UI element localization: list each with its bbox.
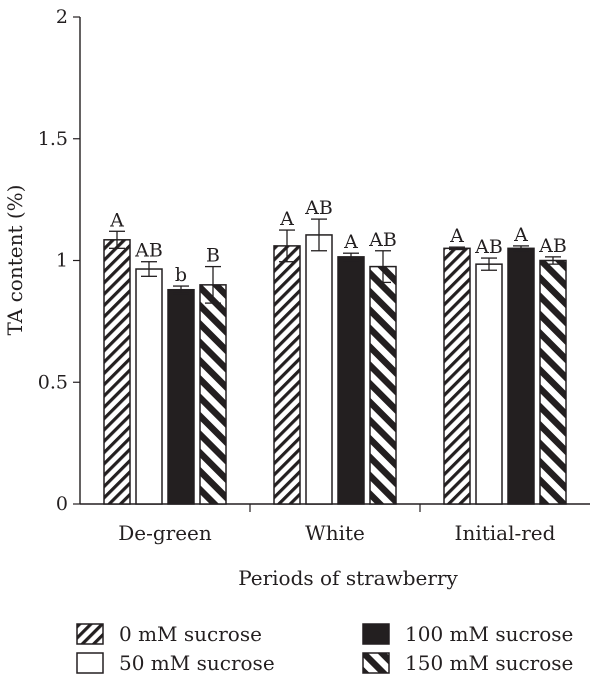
legend-swatch <box>76 652 104 674</box>
significance-label: AB <box>134 240 163 262</box>
y-tick-label: 0.5 <box>38 371 68 393</box>
legend-swatch <box>362 623 390 645</box>
legend-swatch <box>362 652 390 674</box>
bar <box>337 256 365 505</box>
bar <box>539 259 567 505</box>
x-category-label: White <box>305 521 365 545</box>
y-tick-label: 1.5 <box>38 128 68 150</box>
significance-label: AB <box>368 229 397 251</box>
significance-label: A <box>279 208 294 230</box>
bar <box>305 234 333 505</box>
significance-label: A <box>109 209 124 231</box>
bar <box>273 245 301 505</box>
y-tick-label: 0 <box>56 493 68 515</box>
x-category-label: De-green <box>118 521 212 545</box>
bars: A AB bB A AB A AB A AB A AB <box>103 197 567 505</box>
bar <box>167 288 195 505</box>
legend-label: 100 mM sucrose <box>405 622 573 646</box>
bar <box>507 247 535 505</box>
y-axis-title: TA content (%) <box>3 185 27 336</box>
y-ticks: 0 0.5 1 1.5 2 <box>38 6 80 515</box>
significance-label: A <box>513 224 528 246</box>
bar <box>475 263 503 505</box>
y-tick-label: 2 <box>56 6 68 28</box>
significance-label: A <box>343 231 358 253</box>
significance-label: A <box>449 225 464 247</box>
legend: 0 mM sucrose 50 mM sucrose 100 mM sucrose 1… <box>76 622 573 675</box>
significance-label: B <box>206 245 220 267</box>
significance-label: b <box>175 264 187 286</box>
significance-label: AB <box>474 236 503 258</box>
bar <box>199 284 227 505</box>
significance-label: AB <box>538 235 567 257</box>
legend-label: 0 mM sucrose <box>119 622 262 646</box>
legend-swatch <box>76 623 104 645</box>
legend-label: 150 mM sucrose <box>405 651 573 675</box>
bar <box>443 247 471 505</box>
x-category-label: Initial-red <box>455 521 556 545</box>
legend-label: 50 mM sucrose <box>119 651 275 675</box>
x-axis-title: Periods of strawberry <box>238 566 458 590</box>
bar <box>103 239 131 505</box>
y-tick-label: 1 <box>56 250 68 272</box>
bar <box>135 268 163 505</box>
bar <box>369 265 397 505</box>
axes: De-green White Initial-red <box>79 17 590 545</box>
significance-label: AB <box>304 197 333 219</box>
